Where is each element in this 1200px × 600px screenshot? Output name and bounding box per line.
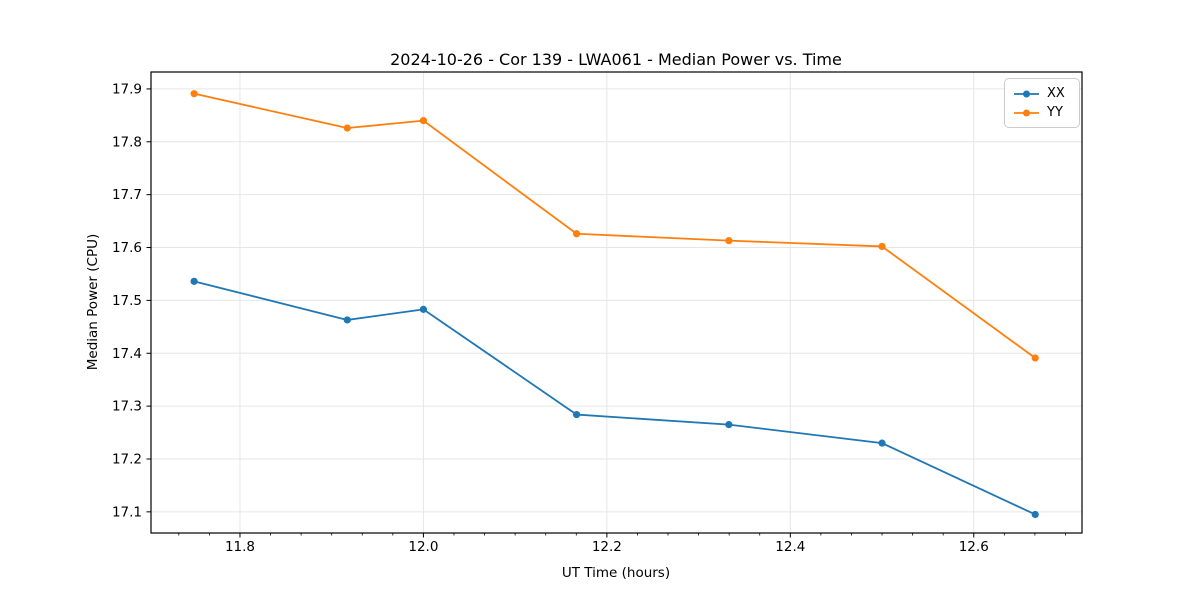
legend: XX YY [1004,78,1080,128]
data-point-yy [190,90,198,98]
x-tick-label: 11.8 [225,539,255,555]
x-tick-label: 12.0 [408,539,438,555]
y-tick-label: 17.2 [112,451,142,467]
legend-entry-xx: XX [1013,84,1071,103]
x-tick-label: 12.2 [592,539,622,555]
y-tick-label: 17.1 [112,504,142,520]
y-tick-label: 17.7 [112,187,142,203]
series-line-xx [193,280,1037,516]
y-tick-label: 17.4 [112,346,142,362]
axes-layer: 11.8 12.0 12.2 12.4 12.6 17.1 17.2 17.3 17.4 17.5… [112,71,1083,555]
data-point-yy [878,242,886,251]
axes-spines [150,71,1083,534]
data-point-xx [725,421,733,429]
y-axis-label: Median Power (CPU) [85,234,101,370]
data-point-yy [1031,354,1039,362]
data-point-yy [573,230,581,238]
x-tick-label: 12.6 [959,539,989,555]
legend-label-xx: XX [1047,86,1065,101]
legend-line-sample-xx [1014,90,1039,97]
data-point-yy [725,237,733,245]
grid-layer [151,72,1082,533]
legend-label-yy: YY [1047,105,1063,120]
data-point-xx [878,439,886,447]
data-point-yy [343,124,351,132]
y-tick-label: 17.6 [112,240,142,256]
data-point-xx [419,305,428,313]
data-point-yy [419,117,428,125]
y-tick-label: 17.9 [112,81,142,97]
series-line-yy [193,92,1037,359]
y-tick-label: 17.8 [112,134,142,150]
y-tick-label: 17.5 [112,293,142,309]
chart-title: 2024-10-26 - Cor 139 - LWA061 - Median P… [390,50,842,69]
y-tick-label: 17.3 [112,399,142,415]
x-axis-label: UT Time (hours) [562,565,670,581]
data-point-xx [573,410,581,419]
data-point-xx [343,316,351,324]
data-point-xx [1031,510,1039,519]
legend-entry-yy: YY [1013,103,1071,122]
legend-line-sample-yy [1014,109,1039,116]
series-layer [190,90,1039,519]
data-point-xx [190,277,198,285]
x-tick-label: 12.4 [775,539,805,555]
